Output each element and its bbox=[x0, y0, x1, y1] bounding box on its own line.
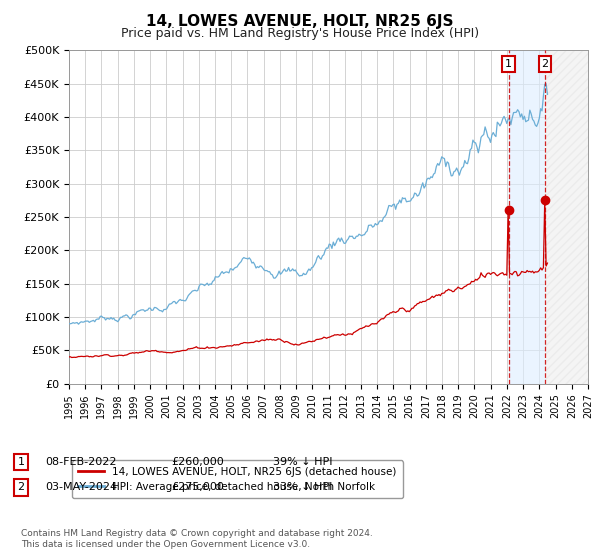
Text: 39% ↓ HPI: 39% ↓ HPI bbox=[273, 457, 332, 467]
Text: £260,000: £260,000 bbox=[171, 457, 224, 467]
Text: 2: 2 bbox=[17, 482, 25, 492]
Text: 14, LOWES AVENUE, HOLT, NR25 6JS: 14, LOWES AVENUE, HOLT, NR25 6JS bbox=[146, 14, 454, 29]
Text: 2: 2 bbox=[541, 59, 548, 69]
Bar bbox=[545, 50, 588, 384]
Text: 1: 1 bbox=[505, 59, 512, 69]
Text: Contains HM Land Registry data © Crown copyright and database right 2024.
This d: Contains HM Land Registry data © Crown c… bbox=[21, 529, 373, 549]
Text: 33% ↓ HPI: 33% ↓ HPI bbox=[273, 482, 332, 492]
Text: 03-MAY-2024: 03-MAY-2024 bbox=[45, 482, 117, 492]
Text: Price paid vs. HM Land Registry's House Price Index (HPI): Price paid vs. HM Land Registry's House … bbox=[121, 27, 479, 40]
Legend: 14, LOWES AVENUE, HOLT, NR25 6JS (detached house), HPI: Average price, detached : 14, LOWES AVENUE, HOLT, NR25 6JS (detach… bbox=[71, 460, 403, 498]
Text: 08-FEB-2022: 08-FEB-2022 bbox=[45, 457, 116, 467]
Text: 1: 1 bbox=[17, 457, 25, 467]
Text: £275,000: £275,000 bbox=[171, 482, 224, 492]
Bar bbox=[545, 50, 588, 384]
Bar bbox=[509, 50, 545, 384]
